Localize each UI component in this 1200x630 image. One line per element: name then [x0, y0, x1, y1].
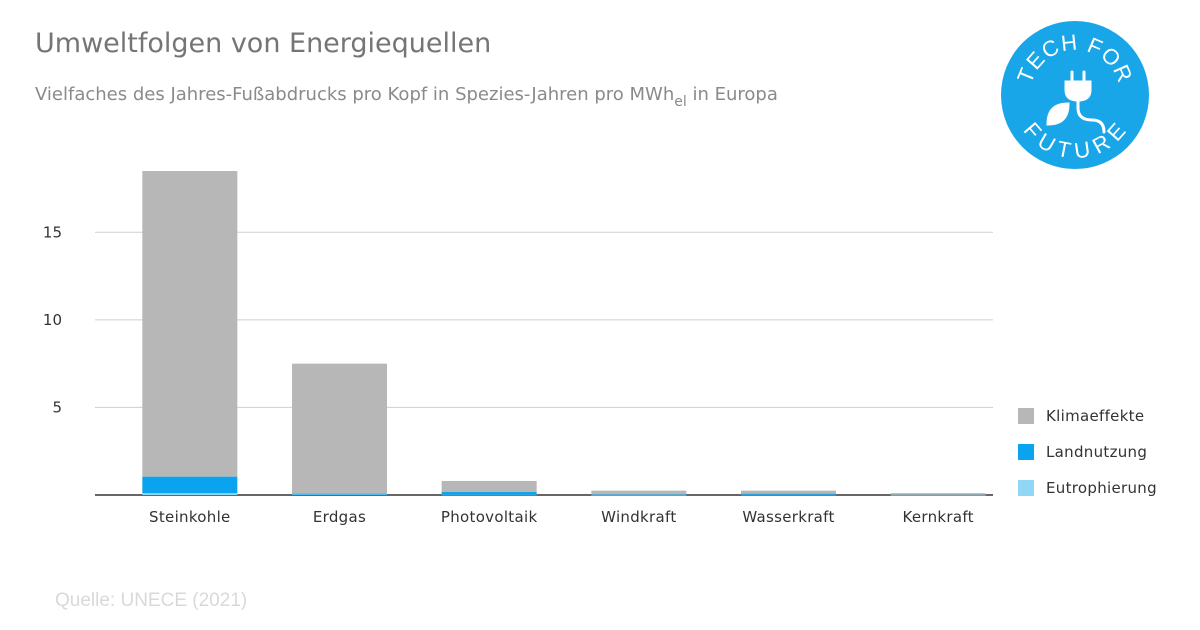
- source-note: Quelle: UNECE (2021): [55, 590, 248, 611]
- x-tick-label: Erdgas: [313, 508, 366, 526]
- legend-item-landnutzung: Landnutzung: [1018, 443, 1157, 461]
- bar-wasserkraft-landnutzung: [741, 493, 836, 495]
- legend-label: Eutrophierung: [1046, 479, 1157, 497]
- legend-item-eutrophierung: Eutrophierung: [1018, 479, 1157, 497]
- grid-lines: [95, 231, 993, 496]
- bar-windkraft-eutrophierung: [591, 494, 687, 496]
- chart-title: Umweltfolgen von Energiequellen: [35, 28, 492, 59]
- bar-steinkohle-landnutzung: [142, 476, 238, 494]
- legend-swatch: [1018, 444, 1034, 460]
- bar-erdgas-klimaeffekte: [292, 363, 387, 494]
- y-tick-label: 10: [43, 311, 62, 329]
- legend-swatch: [1018, 408, 1034, 424]
- legend-swatch: [1018, 480, 1034, 496]
- bar-erdgas-eutrophierung: [292, 494, 387, 495]
- bar-kernkraft-klimaeffekte: [890, 493, 986, 495]
- bar-wasserkraft-eutrophierung: [741, 494, 836, 496]
- tech-for-future-logo: TECH FOR FUTURE: [1001, 21, 1149, 169]
- bar-photovoltaik-eutrophierung: [441, 494, 537, 496]
- y-tick-label: 15: [43, 223, 62, 241]
- axis-labels: 5 10 15 Steinkohle Erdgas Photovoltaik Windkra…: [43, 223, 974, 526]
- bar-wasserkraft-klimaeffekte: [741, 490, 836, 494]
- legend-label: Klimaeffekte: [1046, 407, 1145, 425]
- x-tick-label: Steinkohle: [149, 508, 231, 526]
- stacked-bar-chart: 5 10 15 Steinkohle Erdgas Photovoltaik Windkra…: [43, 171, 993, 526]
- y-tick-label: 5: [52, 398, 62, 416]
- bar-windkraft-klimaeffekte: [591, 490, 687, 495]
- bar-kernkraft-landnutzung: [890, 494, 986, 496]
- legend: Klimaeffekte Landnutzung Eutrophierung: [1018, 407, 1157, 515]
- x-tick-label: Wasserkraft: [742, 508, 834, 526]
- legend-item-klimaeffekte: Klimaeffekte: [1018, 407, 1157, 425]
- subtitle-suffix: in Europa: [686, 84, 778, 105]
- plug-leaf-icon: [1046, 70, 1106, 134]
- bar-erdgas-landnutzung: [292, 493, 387, 495]
- bar-photovoltaik-landnutzung: [441, 492, 537, 495]
- chart-subtitle: Vielfaches des Jahres-Fußabdrucks pro Ko…: [35, 84, 778, 110]
- bar-windkraft-landnutzung: [591, 494, 687, 495]
- bar-steinkohle-eutrophierung: [142, 493, 238, 495]
- x-tick-label: Kernkraft: [902, 508, 973, 526]
- legend-label: Landnutzung: [1046, 443, 1148, 461]
- bar-steinkohle-klimaeffekte: [142, 171, 238, 477]
- subtitle-subscript: el: [674, 94, 687, 110]
- x-tick-label: Windkraft: [601, 508, 676, 526]
- bars: [142, 171, 986, 496]
- bar-photovoltaik-klimaeffekte: [441, 480, 537, 493]
- x-tick-label: Photovoltaik: [441, 508, 538, 526]
- subtitle-main: Vielfaches des Jahres-Fußabdrucks pro Ko…: [35, 84, 675, 105]
